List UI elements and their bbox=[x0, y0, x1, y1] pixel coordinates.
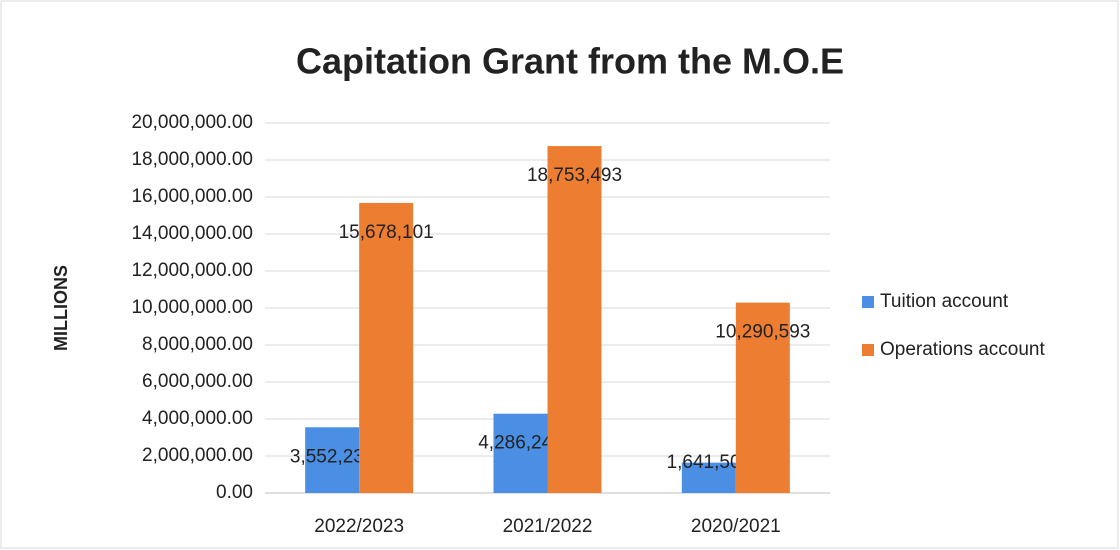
y-tick-label: 4,000,000.00 bbox=[142, 408, 253, 429]
data-label: 15,678,101 bbox=[339, 222, 434, 243]
y-tick-label: 20,000,000.00 bbox=[131, 112, 253, 133]
bar bbox=[305, 427, 360, 493]
bar bbox=[735, 302, 790, 493]
bar bbox=[493, 413, 548, 493]
x-tick-label: 2021/2022 bbox=[503, 516, 593, 537]
bar bbox=[681, 462, 736, 493]
y-tick-label: 0.00 bbox=[216, 482, 253, 503]
data-label: 10,290,593 bbox=[715, 322, 810, 343]
data-label: 18,753,493 bbox=[527, 165, 622, 186]
x-tick-label: 2020/2021 bbox=[691, 516, 781, 537]
chart-title: Capitation Grant from the M.O.E bbox=[296, 41, 844, 82]
y-tick-label: 12,000,000.00 bbox=[131, 260, 253, 281]
y-tick-label: 6,000,000.00 bbox=[142, 371, 253, 392]
legend-swatch bbox=[862, 296, 874, 308]
data-label: 1,641,504 bbox=[667, 452, 752, 473]
y-tick-label: 8,000,000.00 bbox=[142, 334, 253, 355]
y-axis-label: MILLIONS bbox=[51, 265, 71, 351]
y-tick-label: 18,000,000.00 bbox=[131, 149, 253, 170]
y-tick-label: 2,000,000.00 bbox=[142, 445, 253, 466]
x-tick-label: 2022/2023 bbox=[314, 516, 404, 537]
data-label: 4,286,245 bbox=[478, 433, 563, 454]
legend-swatch bbox=[862, 344, 874, 356]
bar bbox=[547, 146, 602, 494]
y-tick-label: 16,000,000.00 bbox=[131, 186, 253, 207]
bar bbox=[359, 202, 414, 493]
y-tick-label: 14,000,000.00 bbox=[131, 223, 253, 244]
legend-label: Operations account bbox=[880, 339, 1045, 360]
data-label: 3,552,233 bbox=[290, 446, 375, 467]
legend-label: Tuition account bbox=[880, 291, 1009, 312]
y-tick-label: 10,000,000.00 bbox=[131, 297, 253, 318]
